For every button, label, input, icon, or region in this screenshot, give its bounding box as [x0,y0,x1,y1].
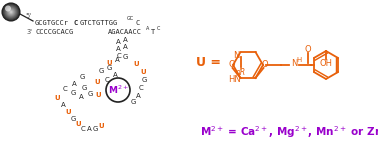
Text: GC: GC [127,16,134,21]
Text: G: G [130,99,136,105]
Text: G: G [81,85,87,91]
Text: 5': 5' [26,13,32,19]
Text: OH: OH [319,60,333,68]
Circle shape [10,11,12,13]
Text: M$^{2+}$: M$^{2+}$ [108,84,129,96]
Circle shape [9,10,13,14]
Circle shape [106,78,130,102]
Circle shape [8,9,14,15]
Circle shape [7,8,15,16]
Text: G: G [98,68,104,74]
Text: U: U [140,69,146,75]
Text: GCGTGCCr: GCGTGCCr [35,20,69,26]
Text: A: A [71,81,76,87]
Text: G: G [87,91,93,97]
Text: G: G [70,90,76,96]
Text: U: U [95,92,101,98]
Text: M$^{2+}$ = Ca$^{2+}$, Mg$^{2+}$, Mn$^{2+}$ or Zn$^{2+}$: M$^{2+}$ = Ca$^{2+}$, Mg$^{2+}$, Mn$^{2+… [200,124,378,140]
Circle shape [5,5,11,12]
Circle shape [9,10,13,14]
Text: G: G [122,54,128,60]
Circle shape [5,6,17,18]
Text: U: U [94,79,100,85]
Text: GTCTGTTGG: GTCTGTTGG [80,20,118,26]
Text: O: O [261,60,268,69]
Text: C: C [63,86,67,92]
Text: U: U [133,61,139,67]
Circle shape [3,4,19,20]
Text: A: A [146,25,149,31]
Circle shape [2,3,20,21]
Text: C: C [74,20,78,26]
Circle shape [5,6,17,18]
Text: N: N [233,51,240,60]
Text: A: A [79,94,84,100]
Text: U: U [98,123,104,129]
Text: G: G [70,116,76,122]
Text: U: U [65,109,71,115]
Circle shape [5,6,17,18]
Circle shape [4,5,18,19]
Text: A: A [122,37,127,43]
Circle shape [2,3,20,21]
Text: C: C [157,25,160,31]
Text: O: O [305,44,311,53]
Text: C: C [105,77,109,83]
Text: C: C [117,53,121,59]
Circle shape [8,8,15,16]
Text: A: A [136,93,140,99]
Text: H: H [296,57,301,63]
Text: C: C [81,126,85,132]
Circle shape [6,7,16,17]
Text: U: U [106,60,112,66]
Text: 3': 3' [27,29,33,35]
Text: A: A [60,102,65,108]
Circle shape [4,5,18,19]
Circle shape [7,8,15,16]
Text: G: G [92,126,98,132]
Circle shape [3,4,19,20]
Text: A: A [122,44,127,50]
Text: U: U [75,121,81,127]
Text: A: A [113,72,118,78]
Text: dR: dR [235,68,246,76]
Text: U =: U = [196,56,221,68]
Circle shape [8,9,14,15]
Text: U: U [54,95,60,101]
Text: G: G [141,77,147,83]
Circle shape [3,4,19,20]
Text: A: A [115,57,119,63]
Text: G: G [106,65,112,71]
Circle shape [10,11,12,13]
Text: C: C [136,20,140,26]
Text: A: A [112,82,116,88]
Circle shape [6,7,16,17]
Circle shape [9,10,14,14]
Text: O: O [228,60,235,69]
Text: G: G [79,74,85,80]
Circle shape [6,7,15,17]
Text: N: N [291,60,297,68]
Text: HN: HN [228,76,241,84]
Text: A: A [116,46,120,52]
Text: AGACAACC: AGACAACC [108,29,142,35]
Text: A: A [87,126,91,132]
Text: T: T [151,29,155,35]
Text: A: A [116,39,120,45]
Text: CCCCGCACG: CCCCGCACG [35,29,73,35]
Circle shape [9,11,12,13]
Text: C: C [139,85,143,91]
